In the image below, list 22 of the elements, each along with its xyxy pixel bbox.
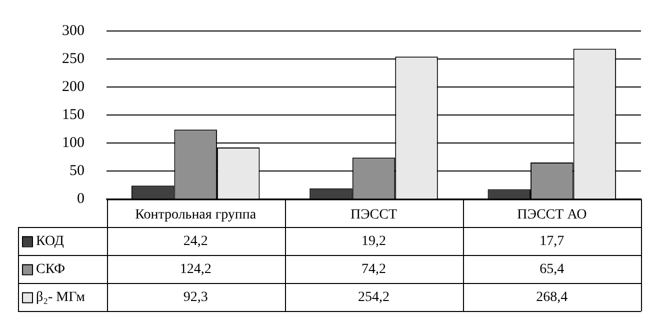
y-tick-label: 50 (70, 163, 84, 180)
y-tick-label: 250 (62, 50, 84, 67)
y-tick-label: 100 (62, 135, 84, 152)
data-label: 254,2 (358, 290, 390, 305)
legend-label: β₂- МГм (36, 290, 86, 305)
data-label: 74,2 (362, 262, 386, 277)
x-tick-label: ПЭССТ (350, 207, 398, 222)
data-label: 17,7 (540, 234, 564, 249)
data-label: 124,2 (180, 262, 212, 277)
data-label: 19,2 (362, 234, 386, 249)
legend-label: СКФ (36, 262, 66, 277)
data-label: 92,3 (183, 290, 208, 305)
data-label: 24,2 (183, 234, 208, 249)
x-tick-label: ПЭССТ АО (517, 207, 587, 222)
y-tick-label: 300 (62, 22, 84, 39)
legend-label: КОД (36, 234, 64, 249)
y-tick-label: 0 (77, 191, 84, 208)
x-tick-label: Контрольная группа (135, 207, 257, 222)
data-label: 65,4 (540, 262, 564, 277)
data-label: 268,4 (536, 290, 568, 305)
y-tick-label: 200 (62, 79, 84, 96)
y-tick-label: 150 (62, 107, 84, 124)
